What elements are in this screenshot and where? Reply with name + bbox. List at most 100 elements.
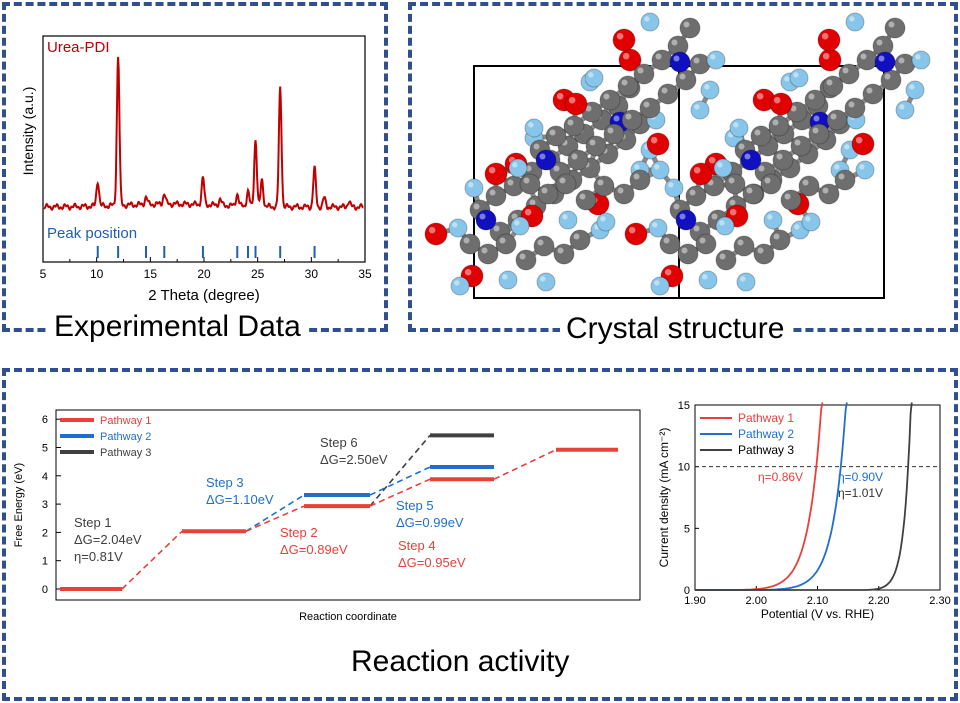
atom-highlight (764, 177, 771, 184)
atom-highlight (776, 153, 783, 160)
transition-connector (121, 530, 183, 590)
atom-highlight (694, 104, 700, 110)
atom-c (495, 233, 517, 255)
atom-highlight (693, 57, 700, 64)
atom-c (798, 175, 820, 197)
transition-connector (493, 449, 557, 480)
atom-highlight (794, 224, 800, 230)
x-tick-label: 20 (197, 267, 211, 281)
atom-h (845, 12, 865, 32)
atom-highlight (571, 153, 578, 160)
transition-connector (245, 494, 305, 532)
atom-h (536, 272, 556, 292)
atom-highlight (821, 32, 829, 40)
atom-c (862, 83, 884, 105)
atom-highlight (848, 101, 855, 108)
y-axis-label: Free Energy (eV) (13, 463, 25, 547)
atom-n (874, 51, 896, 73)
atom-highlight (664, 268, 672, 276)
atom-highlight (616, 32, 624, 40)
atom-highlight (493, 225, 500, 232)
atom-highlight (728, 177, 735, 184)
atom-h (450, 276, 470, 296)
crystal-structure-illustration (424, 12, 931, 299)
x-tick-label: 2.30 (929, 595, 950, 607)
atom-highlight (528, 122, 534, 128)
atom-highlight (524, 208, 532, 216)
atom-highlight (617, 187, 624, 194)
overpotential-label: η=0.86V (758, 470, 803, 484)
atom-highlight (603, 93, 610, 100)
atom-highlight (884, 73, 891, 80)
atom-highlight (668, 182, 674, 188)
atom-c (695, 233, 717, 255)
atom-h (911, 50, 931, 70)
x-tick-label: 30 (305, 267, 319, 281)
atom-highlight (671, 39, 678, 46)
atom-highlight (540, 276, 546, 282)
atom-c (563, 115, 585, 137)
atom-highlight (481, 247, 488, 254)
atom-highlight (663, 237, 670, 244)
atom-highlight (579, 193, 586, 200)
atom-h (448, 218, 468, 238)
atom-highlight (842, 67, 849, 74)
atom-c (675, 69, 697, 91)
transition-connector (369, 466, 431, 496)
atom-h (715, 216, 735, 236)
step-annotation: ΔG=0.95eV (398, 555, 466, 570)
overpotential-label: η=1.01V (838, 486, 883, 500)
atom-highlight (711, 213, 718, 220)
atom-highlight (633, 173, 640, 180)
atom-h (905, 80, 925, 100)
atom-highlight (428, 226, 436, 234)
atom-highlight (838, 173, 845, 180)
atom-highlight (679, 213, 686, 220)
atom-highlight (794, 139, 801, 146)
atom-c (515, 249, 537, 271)
atom-o (484, 162, 508, 186)
peak-label: Peak position (47, 225, 137, 242)
y-tick-label: 1 (42, 556, 48, 568)
y-tick-label: 5 (42, 443, 48, 455)
atom-c (569, 229, 591, 251)
atom-c (790, 135, 812, 157)
atom-highlight (621, 79, 628, 86)
atom-highlight (679, 73, 686, 80)
atom-c (804, 89, 826, 111)
atom-highlight (549, 129, 556, 136)
atom-h (648, 218, 668, 238)
atom-c (760, 173, 782, 195)
atom-highlight (784, 76, 790, 82)
atom-highlight (525, 165, 532, 172)
atom-highlight (588, 72, 594, 78)
atom-highlight (452, 222, 458, 228)
atom-highlight (537, 239, 544, 246)
atom-highlight (673, 55, 680, 62)
atom-h (700, 80, 720, 100)
legend-label: Pathway 1 (100, 415, 151, 427)
step-annotation: Step 2 (280, 525, 318, 540)
atom-highlight (737, 239, 744, 246)
y-tick-label: 0 (684, 585, 690, 597)
atom-highlight (754, 129, 761, 136)
atom-c (533, 235, 555, 257)
atom-highlight (773, 96, 781, 104)
atom-highlight (489, 189, 496, 196)
atom-h (729, 118, 749, 138)
atom-c (822, 75, 844, 97)
atom-h (855, 160, 875, 180)
atom-highlight (876, 39, 883, 46)
atom-highlight (652, 222, 658, 228)
atom-o (817, 28, 841, 52)
atom-highlight (654, 164, 660, 170)
x-tick-label: 5 (40, 267, 47, 281)
atom-highlight (744, 153, 751, 160)
atom-h (640, 12, 660, 32)
atom-highlight (898, 57, 905, 64)
atom-h (664, 178, 684, 198)
transition-connector (369, 478, 431, 507)
atom-highlight (813, 115, 820, 122)
y-tick-label: 15 (678, 400, 690, 412)
y-tick-label: 6 (42, 414, 48, 426)
